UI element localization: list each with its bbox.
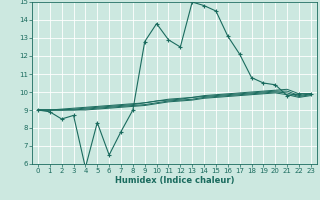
X-axis label: Humidex (Indice chaleur): Humidex (Indice chaleur) bbox=[115, 176, 234, 185]
